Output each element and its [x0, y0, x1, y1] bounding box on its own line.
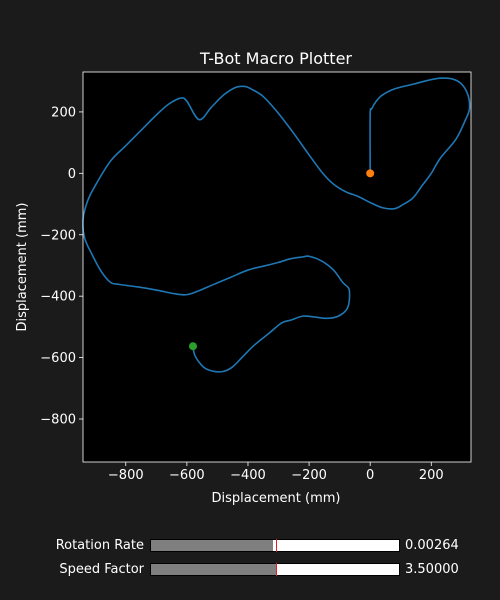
y-tick-label: 0: [68, 167, 76, 182]
trajectory-line: [82, 77, 471, 373]
plot-figure: −800 −600 −400 −200 0 2002000−200−400−600−800…: [15, 49, 472, 506]
x-tick-label: −400: [230, 468, 266, 483]
rotation-rate-initial-marker: [276, 539, 278, 552]
rotation-rate-track[interactable]: [150, 539, 400, 552]
speed-factor-slider[interactable]: Speed Factor 3.50000: [0, 562, 500, 578]
y-axis-label: Displacement (mm): [15, 203, 30, 332]
speed-factor-initial-marker: [276, 563, 278, 576]
x-tick-label: 200: [419, 468, 444, 483]
axes-frame: [82, 71, 472, 463]
x-tick-label: 0: [366, 468, 374, 483]
y-tick-label: −600: [40, 351, 76, 366]
x-tick-label: −200: [291, 468, 327, 483]
data-layer: [82, 77, 471, 373]
rotation-rate-label: Rotation Rate: [55, 538, 144, 553]
y-tick-label: −800: [40, 413, 76, 428]
x-axis-label: Displacement (mm): [212, 491, 341, 506]
y-tick-label: −200: [40, 228, 76, 243]
chart-title: T-Bot Macro Plotter: [199, 49, 352, 68]
speed-factor-value: 3.50000: [405, 562, 459, 577]
y-tick-label: 200: [51, 105, 76, 120]
speed-factor-label: Speed Factor: [59, 562, 144, 577]
axes-area: [83, 72, 471, 462]
x-tick-label: −800: [108, 468, 144, 483]
rotation-rate-fill: [151, 540, 273, 551]
axis-ticks: −800 −600 −400 −200 0 200 200 0 −200 −400 −600 −800: [40, 105, 443, 483]
start-point-marker: [366, 169, 375, 178]
x-tick-label: −600: [169, 468, 205, 483]
end-point-marker: [188, 342, 197, 351]
speed-factor-track[interactable]: [150, 563, 400, 576]
rotation-rate-value: 0.00264: [405, 538, 459, 553]
y-tick-label: −400: [40, 290, 76, 305]
speed-factor-fill: [151, 564, 277, 575]
rotation-rate-slider[interactable]: Rotation Rate 0.00264: [0, 538, 500, 554]
